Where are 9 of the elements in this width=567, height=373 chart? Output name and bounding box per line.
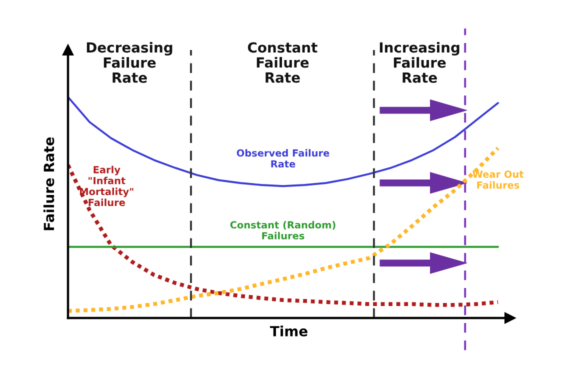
- series-label: Constant (Random) Failures: [230, 221, 336, 240]
- text: Increasing Failure Rate: [380, 42, 460, 83]
- text: Decreasing Failure Rate: [86, 42, 172, 83]
- y-axis-title: Failure Rate: [43, 137, 54, 230]
- series-label: Wear Out Failures: [472, 170, 524, 189]
- text: Constant Failure Rate: [248, 42, 318, 83]
- x-axis-title: Time: [270, 326, 308, 336]
- series-label: Early "Infant Mortality" Failure: [80, 166, 134, 206]
- series-label: Observed Failure Rate: [236, 149, 330, 168]
